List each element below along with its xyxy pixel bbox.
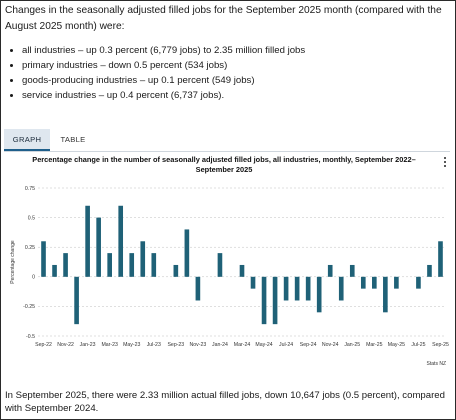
chart-menu-icon[interactable] [440,155,450,169]
bar-jun-23[interactable] [140,241,146,277]
change-list: all industries – up 0.3 percent (6,779 j… [8,43,305,103]
bar-jan-24[interactable] [217,253,223,277]
bar-feb-23[interactable] [96,217,101,277]
tab-graph[interactable]: GRAPH [4,129,50,151]
x-tick-label: Nov-24 [322,342,339,348]
x-tick-label: Mar-23 [101,342,118,348]
source-label: Stats NZ [427,361,446,367]
bar-dec-22[interactable] [74,276,79,325]
tab-table[interactable]: TABLE [60,135,86,144]
bar-nov-22[interactable] [63,253,68,277]
bar-nov-24[interactable] [327,264,333,277]
footer-text: In September 2025, there were 2.33 milli… [5,390,445,414]
x-tick-label: Sep-24 [300,342,317,348]
y-tick-label: 0.5 [28,215,35,221]
x-tick-label: Jan-25 [344,342,360,348]
bar-sep-22[interactable] [41,241,46,277]
bullet-goods-producing: goods-producing industries – up 0.1 perc… [22,73,305,88]
bar-sep-24[interactable] [305,276,311,301]
bar-apr-24[interactable] [250,276,256,289]
x-axis-ticks: Sep-22 Nov-22 Jan-23 Mar-23 May-23 Jul-23 Sep-… [35,342,449,348]
y-tick-label: 0 [32,275,35,281]
chart-title: Percentage change in the number of seaso… [32,155,416,174]
x-tick-label: Sep-22 [35,342,52,348]
bar-mar-23[interactable] [107,253,112,277]
bar-mar-25[interactable] [372,276,377,289]
y-tick-label: -0.5 [26,334,35,340]
y-tick-label: -0.25 [23,304,35,310]
bar-aug-24[interactable] [294,276,300,301]
bar-chart: -0.5 -0.25 0 0.25 0.5 0.75 Sep-22 Nov-22 Jan-23… [10,186,449,367]
bar-jan-25[interactable] [349,264,355,277]
bar-nov-23[interactable] [195,276,201,301]
bar-jan-23[interactable] [85,205,90,277]
bars [41,205,443,325]
bar-mar-24[interactable] [239,264,245,277]
bar-oct-22[interactable] [52,264,57,277]
bar-dec-24[interactable] [338,276,344,301]
bar-apr-23[interactable] [118,205,124,277]
x-tick-label: Mar-24 [234,342,251,348]
x-tick-label: Jul-24 [279,342,293,348]
bar-may-24[interactable] [261,276,267,325]
bar-may-25[interactable] [394,276,399,289]
x-tick-label: Nov-23 [190,342,207,348]
bar-feb-25[interactable] [360,276,366,289]
bullet-service-industries: service industries – up 0.4 percent (6,7… [22,88,305,103]
x-tick-label: Sep-23 [167,342,184,348]
bar-may-23[interactable] [129,253,135,277]
x-tick-label: Sep-25 [432,342,449,348]
bar-oct-24[interactable] [316,276,322,313]
x-tick-label: Jan-24 [212,342,228,348]
y-axis-ticks: -0.5 -0.25 0 0.25 0.5 0.75 [23,186,35,340]
x-tick-label: May-24 [255,342,272,348]
bar-aug-25[interactable] [427,264,432,277]
y-axis-label: Percentage change [10,240,16,284]
y-tick-label: 0.25 [25,245,35,251]
x-tick-label: Jul-23 [147,342,161,348]
bar-jun-24[interactable] [272,276,278,325]
bar-jul-23[interactable] [151,253,157,277]
bar-oct-23[interactable] [184,229,190,277]
intro-text: Changes in the seasonally adjusted fille… [5,5,442,32]
x-tick-label: Nov-22 [57,342,74,348]
x-tick-label: Jul-25 [411,342,425,348]
x-tick-label: May-25 [388,342,405,348]
x-tick-label: Jan-23 [80,342,96,348]
bar-sep-23[interactable] [173,264,179,277]
y-tick-label: 0.75 [25,186,35,192]
bullet-all-industries: all industries – up 0.3 percent (6,779 j… [22,43,305,58]
bullet-primary-industries: primary industries – down 0.5 percent (5… [22,58,305,73]
x-tick-label: Mar-25 [366,342,383,348]
x-tick-label: May-23 [123,342,140,348]
bar-sep-25[interactable] [438,241,443,277]
bar-jul-25[interactable] [416,276,421,289]
bar-jul-24[interactable] [283,276,289,301]
bar-apr-25[interactable] [383,276,388,313]
view-tabs: GRAPH TABLE [4,129,450,152]
